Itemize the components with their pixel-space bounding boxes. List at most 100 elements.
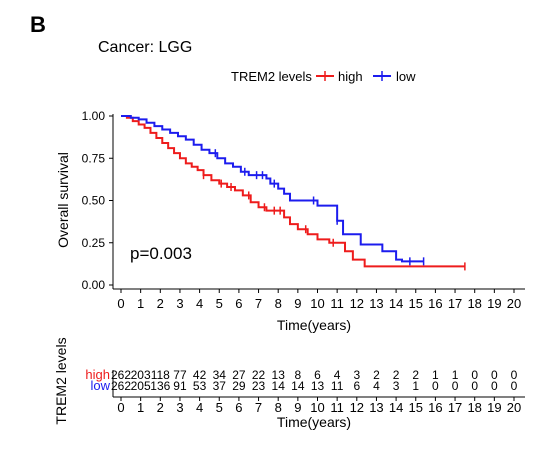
chart-title: Cancer: LGG [98, 39, 192, 56]
x-tick-label: 3 [176, 296, 183, 311]
risk-cell: 3 [353, 368, 360, 382]
risk-row-label-low: low [90, 378, 110, 393]
panel-label: B [30, 12, 46, 37]
risk-cell: 14 [291, 379, 305, 393]
risk-cell: 11 [331, 379, 344, 393]
risk-cell: 4 [334, 368, 341, 382]
y-tick-label: 1.00 [82, 109, 106, 123]
x-tick-label: 5 [216, 296, 223, 311]
risk-cell: 1 [452, 368, 459, 382]
legend-label-low: low [396, 69, 416, 84]
y-axis-label: Overall survival [55, 152, 71, 248]
risk-cell: 13 [272, 368, 286, 382]
risk-cell: 118 [151, 368, 170, 382]
x-ticks: 0 1 2 3 4 5 6 7 8 9 10 11 12 13 14 15 16 17 18 19 20 [117, 289, 521, 311]
y-tick-label: 0.25 [82, 236, 106, 250]
risk-cell: 0 [471, 379, 478, 393]
x-tick-label: 20 [507, 296, 521, 311]
risk-x-tick-label: 16 [428, 400, 442, 415]
y-tick-label: 0.75 [82, 151, 106, 165]
risk-x-tick-label: 2 [157, 400, 164, 415]
risk-x-tick-label: 7 [255, 400, 262, 415]
x-tick-label: 0 [117, 296, 124, 311]
risk-x-tick-label: 14 [389, 400, 403, 415]
legend-title: TREM2 levels [231, 69, 312, 84]
risk-x-tick-label: 20 [507, 400, 521, 415]
risk-cell: 0 [511, 379, 518, 393]
risk-cell: 29 [232, 379, 246, 393]
risk-x-tick-label: 5 [216, 400, 223, 415]
risk-cell: 0 [511, 368, 518, 382]
risk-cell: 2 [373, 368, 380, 382]
x-tick-label: 8 [275, 296, 282, 311]
y-tick-label: 0.50 [82, 194, 106, 208]
risk-cell: 37 [213, 379, 227, 393]
risk-cell: 262 [111, 368, 131, 382]
survival-curve-high [121, 115, 465, 268]
risk-x-tick-label: 9 [294, 400, 301, 415]
risk-cell: 1 [432, 368, 439, 382]
risk-cell: 8 [295, 368, 302, 382]
risk-cell: 23 [252, 379, 266, 393]
risk-cell: 27 [232, 368, 246, 382]
risk-table: high 262 203 118 77 42 34 27 22 13 8 6 4 3 2 2 2 1 1 0 0 0low… [85, 367, 517, 393]
risk-cell: 22 [252, 368, 266, 382]
risk-cell: 53 [193, 379, 207, 393]
risk-cell: 34 [213, 368, 227, 382]
x-tick-label: 13 [369, 296, 383, 311]
x-tick-label: 16 [428, 296, 442, 311]
x-tick-label: 12 [350, 296, 364, 311]
survival-curve-low [121, 115, 424, 263]
risk-cell: 0 [491, 368, 498, 382]
risk-cell: 2 [412, 368, 419, 382]
risk-x-tick-label: 10 [310, 400, 324, 415]
risk-cell: 2 [393, 368, 400, 382]
risk-x-tick-label: 19 [487, 400, 501, 415]
risk-cell: 42 [193, 368, 207, 382]
risk-cell: 6 [353, 379, 360, 393]
risk-x-axis-label: Time(years) [277, 414, 351, 430]
risk-cell: 14 [272, 379, 286, 393]
risk-x-tick-label: 1 [137, 400, 144, 415]
risk-row-label-high: high [85, 367, 110, 382]
risk-cell: 13 [311, 379, 325, 393]
x-tick-label: 19 [487, 296, 501, 311]
risk-x-tick-label: 4 [196, 400, 203, 415]
risk-x-tick-label: 13 [369, 400, 383, 415]
x-tick-label: 15 [409, 296, 423, 311]
x-tick-label: 18 [467, 296, 481, 311]
risk-cell: 136 [150, 379, 170, 393]
x-tick-label: 14 [389, 296, 403, 311]
risk-x-tick-label: 0 [117, 400, 124, 415]
y-tick-label: 0.00 [82, 278, 106, 292]
x-tick-label: 6 [235, 296, 242, 311]
risk-cell: 262 [111, 379, 131, 393]
risk-x-tick-label: 8 [275, 400, 282, 415]
legend: TREM2 levels high low [231, 69, 416, 84]
p-value-annotation: p=0.003 [130, 244, 192, 263]
x-tick-label: 1 [137, 296, 144, 311]
risk-cell: 6 [314, 368, 321, 382]
plot-axes [112, 114, 525, 290]
x-tick-label: 2 [157, 296, 164, 311]
x-tick-label: 10 [310, 296, 324, 311]
risk-x-tick-label: 11 [330, 400, 344, 415]
x-tick-label: 9 [294, 296, 301, 311]
risk-cell: 77 [173, 368, 187, 382]
risk-cell: 0 [452, 379, 459, 393]
risk-table-ylabel: TREM2 levels [53, 337, 69, 424]
risk-x-tick-label: 12 [350, 400, 364, 415]
risk-cell: 205 [131, 379, 151, 393]
survival-curves [121, 115, 466, 271]
risk-x-tick-label: 15 [409, 400, 423, 415]
risk-x-tick-label: 6 [235, 400, 242, 415]
x-tick-label: 17 [448, 296, 462, 311]
risk-cell: 0 [491, 379, 498, 393]
x-axis-label: Time(years) [277, 317, 351, 333]
risk-cell: 203 [131, 368, 151, 382]
risk-cell: 91 [173, 379, 187, 393]
risk-x-tick-label: 17 [448, 400, 462, 415]
risk-cell: 3 [393, 379, 400, 393]
risk-cell: 1 [412, 379, 419, 393]
